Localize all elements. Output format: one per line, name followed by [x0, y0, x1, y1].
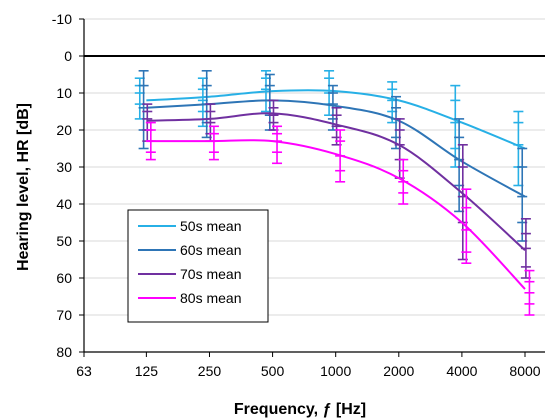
- legend-label: 60s mean: [180, 242, 241, 258]
- legend-label: 50s mean: [180, 218, 241, 234]
- series-line: [146, 89, 526, 150]
- y-tick-label: 50: [56, 233, 72, 249]
- x-tick-label: 250: [198, 363, 222, 379]
- series-1: [134, 70, 526, 187]
- y-tick-label: 80: [56, 344, 72, 360]
- y-tick-label: 10: [56, 85, 72, 101]
- legend-label: 70s mean: [180, 266, 241, 282]
- legend: 50s mean 60s mean 70s mean 80s mean: [127, 209, 269, 323]
- x-tick-label: 4000: [446, 363, 477, 379]
- legend-box: [127, 209, 269, 323]
- axes: [79, 18, 545, 357]
- series-4: [145, 121, 535, 316]
- y-tick-label: 30: [56, 159, 72, 175]
- y-tick-label: 0: [64, 48, 72, 64]
- y-tick-label: -10: [52, 11, 72, 27]
- series-line: [146, 112, 526, 251]
- x-tick-label: 500: [261, 363, 285, 379]
- x-tick-label: 1000: [320, 363, 351, 379]
- y-tick-label: 60: [56, 270, 72, 286]
- legend-label: 80s mean: [180, 290, 241, 306]
- x-tick-label: 125: [135, 363, 159, 379]
- y-tick-label: 70: [56, 307, 72, 323]
- y-tick-label: 20: [56, 122, 72, 138]
- series-layer: [134, 70, 535, 316]
- series-line: [146, 139, 526, 290]
- x-tick-label: 63: [76, 363, 92, 379]
- x-tick-label: 8000: [509, 363, 540, 379]
- x-tick-label: 2000: [383, 363, 414, 379]
- x-axis-title: Frequency, ƒ [Hz]: [234, 401, 366, 418]
- y-tick-label: 40: [56, 196, 72, 212]
- y-axis-title: Hearing level, HR [dB]: [15, 103, 32, 271]
